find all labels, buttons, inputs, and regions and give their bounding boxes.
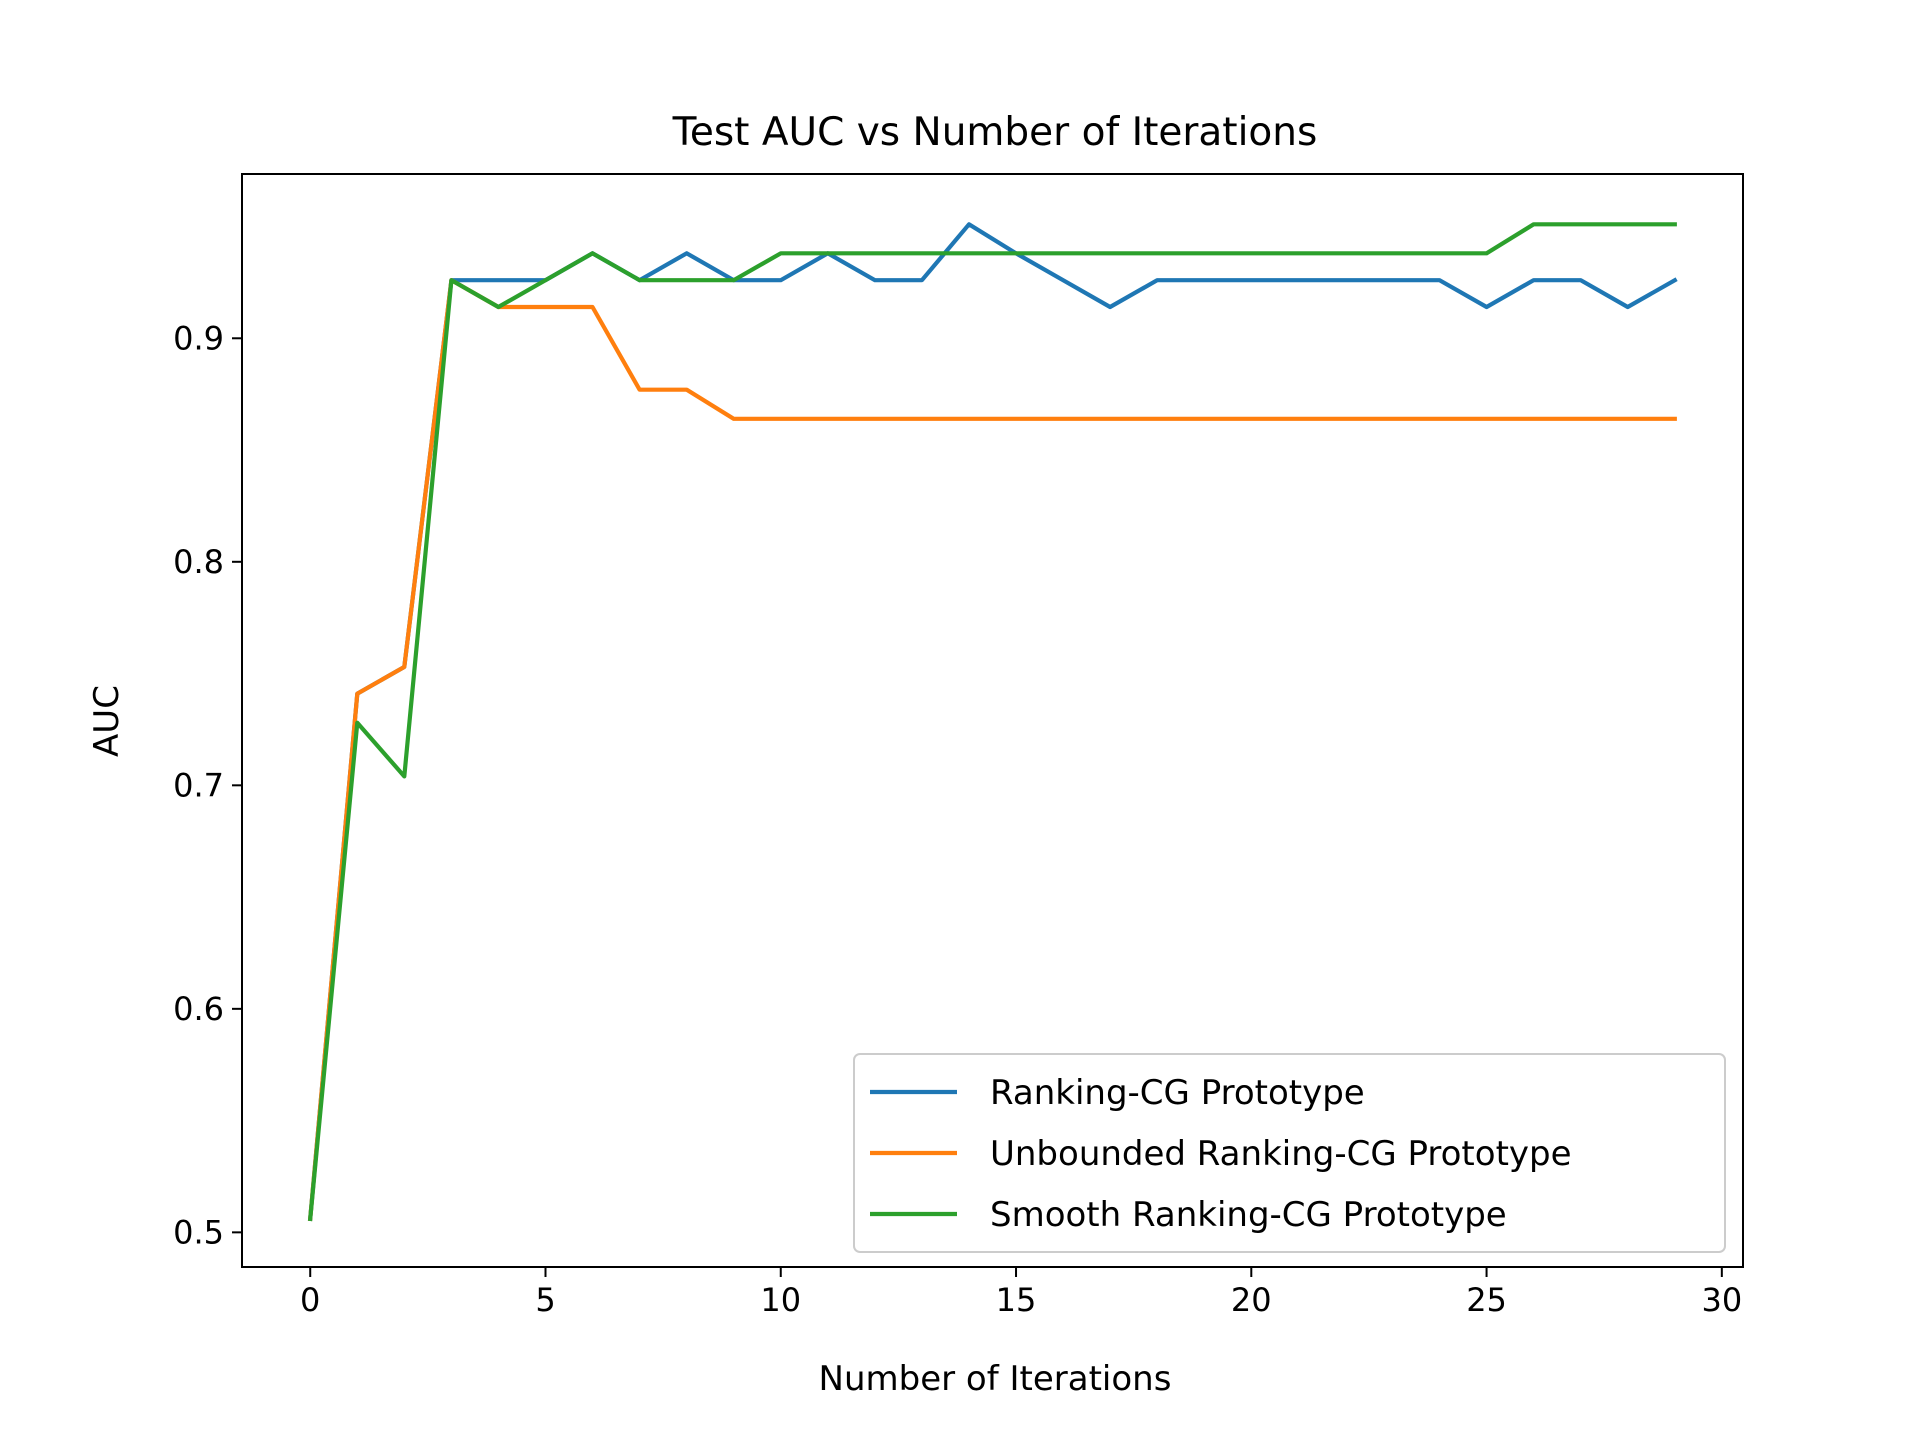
series-line-0 (307, 222, 1678, 1222)
x-tick-label: 0 (300, 1281, 320, 1319)
y-tick-label: 0.9 (173, 319, 224, 357)
x-tick-label: 5 (535, 1281, 555, 1319)
axes-frame (241, 173, 1744, 1268)
series-line-2 (307, 222, 1677, 1222)
x-tick-label: 15 (996, 1281, 1037, 1319)
y-tick-label: 0.5 (173, 1213, 224, 1251)
y-tick-label: 0.8 (173, 543, 224, 581)
x-tick-label: 25 (1466, 1281, 1507, 1319)
legend-box (853, 1053, 1726, 1253)
legend-label-2: Smooth Ranking-CG Prototype (990, 1195, 1507, 1235)
x-tick-label: 30 (1701, 1281, 1742, 1319)
plot-area: 0 5 10 15 20 25 30 0.5 0.6 0.7 0.8 0.9 Ranking-CG Pr… (173, 173, 1744, 1319)
legend-label-1: Unbounded Ranking-CG Prototype (990, 1134, 1572, 1174)
y-axis-label: AUC (87, 685, 127, 757)
legend-label-0: Ranking-CG Prototype (990, 1073, 1365, 1113)
x-tick-label: 20 (1231, 1281, 1272, 1319)
x-tick-label: 10 (760, 1281, 801, 1319)
x-axis-label: Number of Iterations (819, 1359, 1172, 1399)
y-tick-label: 0.6 (173, 990, 224, 1028)
series-line-1 (307, 278, 1677, 1222)
chart-title: Test AUC vs Number of Iterations (672, 110, 1318, 155)
y-tick-label: 0.7 (173, 766, 224, 804)
